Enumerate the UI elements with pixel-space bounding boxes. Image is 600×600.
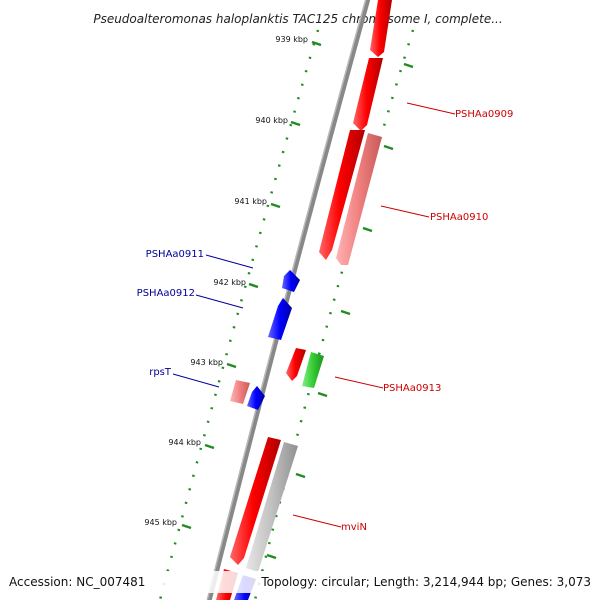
tick-mark xyxy=(311,40,322,47)
gene-label-PSHAa0911: PSHAa0911 xyxy=(146,249,204,260)
tick-mark xyxy=(383,144,394,151)
gene-arrow-PSHAa0913a xyxy=(286,348,306,381)
tick-label: 945 kbp xyxy=(144,518,177,527)
leader-PSHAa0911 xyxy=(205,254,254,269)
tick-mark xyxy=(266,553,277,560)
inner-guide-curve xyxy=(253,29,415,600)
gene-label-rpsT: rpsT xyxy=(149,367,172,378)
map-title: Pseudoalteromonas haloplanktis TAC125 ch… xyxy=(93,12,502,26)
leader-PSHAa0912 xyxy=(195,294,244,309)
gene-arrow-PSHAa0911 xyxy=(282,270,300,292)
leader-rpsT xyxy=(172,373,220,388)
gene-label-PSHAa0912: PSHAa0912 xyxy=(137,288,195,299)
tick-labels: 939 kbp 940 kbp 941 kbp 942 kbp 943 kbp … xyxy=(144,35,308,527)
gene-arrow-rpsT-pink xyxy=(230,380,250,404)
gene-arrow-PSHAa0909 xyxy=(353,58,383,131)
tick-label: 944 kbp xyxy=(168,438,201,447)
gene-arrow-mviN xyxy=(230,437,281,565)
gene-arrow-PSHAa0912 xyxy=(268,298,292,340)
tick-mark xyxy=(181,523,192,530)
chromosome-backbone xyxy=(206,0,371,600)
tick-mark xyxy=(226,362,237,369)
gene-arrow-PSHAa0910a xyxy=(319,130,365,260)
footer-background xyxy=(0,571,600,593)
leader-PSHAa0910 xyxy=(380,205,430,218)
tick-mark xyxy=(403,62,414,69)
grey-feature-mviN xyxy=(246,442,298,572)
tick-label: 941 kbp xyxy=(234,197,267,206)
gene-label-PSHAa0913: PSHAa0913 xyxy=(383,383,441,394)
leader-PSHAa0913 xyxy=(334,376,384,389)
tick-label: 942 kbp xyxy=(213,278,246,287)
tick-label: 939 kbp xyxy=(275,35,308,44)
tick-mark xyxy=(290,120,301,127)
tick-mark xyxy=(362,226,373,233)
tick-label: 940 kbp xyxy=(255,116,288,125)
tick-mark xyxy=(295,472,306,479)
rna-feature-PSHAa0913 xyxy=(302,352,324,388)
tick-mark xyxy=(204,443,215,450)
gene-label-mviN: mviN xyxy=(341,522,367,533)
genome-summary-text: Topology: circular; Length: 3,214,944 bp… xyxy=(260,575,591,589)
tick-mark xyxy=(340,309,351,316)
gene-labels: PSHAa0909 PSHAa0910 PSHAa0911 PSHAa0912 … xyxy=(137,109,514,533)
backbone-line xyxy=(206,0,371,600)
gene-arrow-PSHAa0908 xyxy=(370,0,392,57)
label-leaders xyxy=(172,102,456,528)
leader-PSHAa0909 xyxy=(406,102,456,115)
gene-label-PSHAa0909: PSHAa0909 xyxy=(455,109,513,120)
accession-text: Accession: NC_007481 xyxy=(9,575,145,589)
tick-label: 943 kbp xyxy=(190,358,223,367)
tick-mark xyxy=(317,391,328,398)
outer-guide-curve xyxy=(158,29,320,600)
tick-marks xyxy=(181,40,414,560)
gene-arrow-rpsT xyxy=(247,386,265,410)
gene-arrow-PSHAa0910b xyxy=(336,133,382,265)
reverse-strand-features xyxy=(230,270,300,410)
guide-curves xyxy=(158,29,415,600)
tick-mark xyxy=(248,282,259,289)
leader-mviN xyxy=(292,514,342,528)
gene-label-PSHAa0910: PSHAa0910 xyxy=(430,212,488,223)
tick-mark xyxy=(270,202,281,209)
backbone-highlight xyxy=(206,0,367,600)
